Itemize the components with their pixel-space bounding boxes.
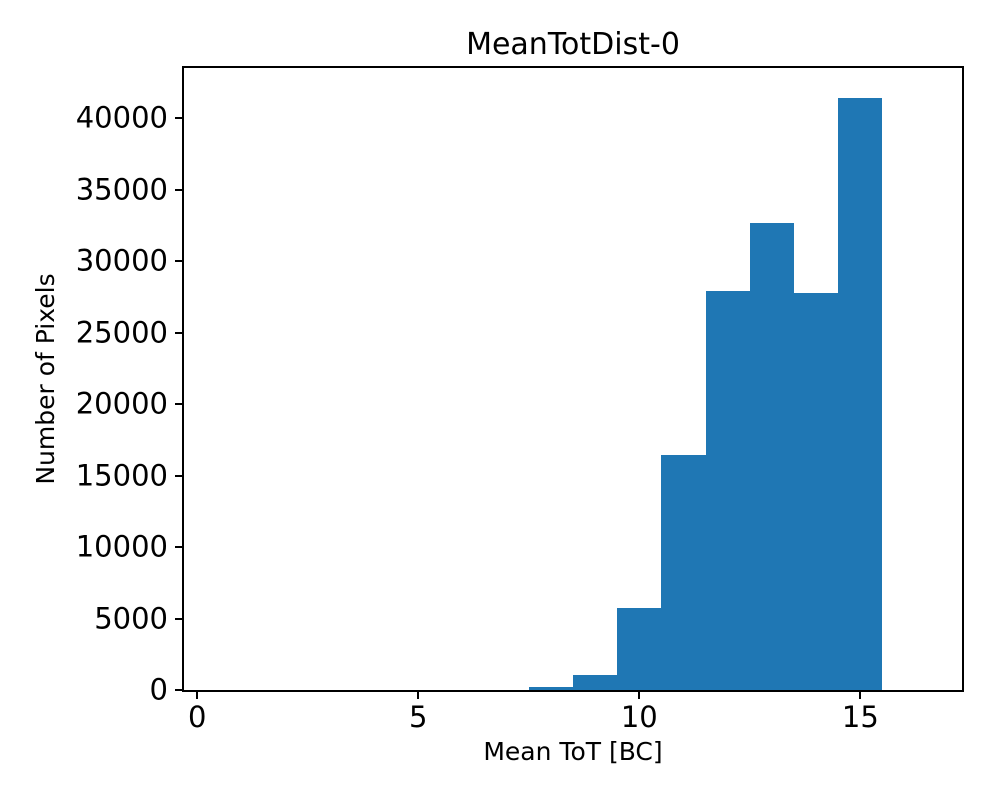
histogram-bar: [661, 454, 706, 690]
y-tick-label: 0: [149, 672, 168, 707]
x-tick-mark: [417, 690, 420, 699]
y-tick-label: 40000: [75, 100, 168, 135]
x-tick-mark: [638, 690, 641, 699]
histogram-bar: [617, 607, 662, 690]
chart-title: MeanTotDist-0: [466, 27, 680, 62]
x-tick-label: 15: [841, 700, 879, 734]
y-tick-label: 20000: [75, 386, 168, 421]
x-tick-mark: [196, 690, 199, 699]
histogram-bar: [528, 687, 573, 690]
y-tick-label: 35000: [75, 172, 168, 207]
y-tick-mark: [175, 546, 184, 548]
histogram-bar: [749, 223, 795, 690]
y-tick-mark: [175, 188, 184, 191]
y-tick-label: 30000: [75, 243, 168, 278]
x-axis-label: Mean ToT [BC]: [483, 737, 663, 766]
y-tick-label: 10000: [75, 529, 168, 564]
y-tick-mark: [175, 117, 184, 120]
plot-area: 0 5 10 15 0 5000 10000 15000 20000 25000 30000 3500…: [76, 66, 964, 732]
y-tick-label: 25000: [75, 315, 168, 350]
y-tick-mark: [175, 331, 184, 334]
y-tick-mark: [175, 617, 184, 620]
histogram-bar: [705, 291, 750, 690]
y-axis-label: Number of Pixels: [31, 273, 60, 485]
histogram-bar: [838, 97, 883, 690]
histogram-bar: [573, 675, 618, 690]
y-tick-mark: [175, 689, 184, 691]
x-tick-mark: [859, 690, 862, 699]
histogram-bar: [794, 293, 839, 690]
y-tick-label: 5000: [94, 601, 168, 635]
x-tick-label: 10: [620, 700, 658, 734]
y-tick-mark: [175, 403, 184, 406]
y-tick-label: 15000: [75, 458, 168, 493]
x-tick-label: 5: [409, 700, 428, 734]
y-tick-mark: [175, 260, 184, 263]
x-tick-label: 0: [188, 700, 207, 734]
y-tick-mark: [175, 474, 184, 477]
